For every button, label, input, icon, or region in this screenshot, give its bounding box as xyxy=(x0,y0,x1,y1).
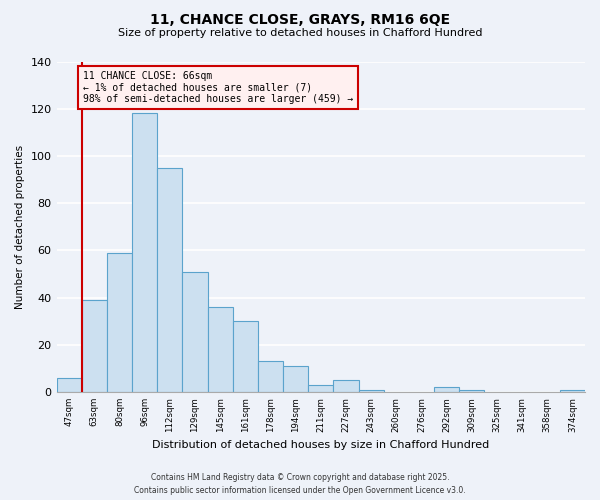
X-axis label: Distribution of detached houses by size in Chafford Hundred: Distribution of detached houses by size … xyxy=(152,440,490,450)
Bar xyxy=(560,390,585,392)
Bar xyxy=(434,387,459,392)
Bar xyxy=(459,390,484,392)
Text: Size of property relative to detached houses in Chafford Hundred: Size of property relative to detached ho… xyxy=(118,28,482,38)
Bar xyxy=(132,114,157,392)
Text: 11, CHANCE CLOSE, GRAYS, RM16 6QE: 11, CHANCE CLOSE, GRAYS, RM16 6QE xyxy=(150,12,450,26)
Text: Contains HM Land Registry data © Crown copyright and database right 2025.
Contai: Contains HM Land Registry data © Crown c… xyxy=(134,474,466,495)
Bar xyxy=(182,272,208,392)
Bar xyxy=(283,366,308,392)
Bar xyxy=(208,307,233,392)
Bar xyxy=(308,385,334,392)
Bar xyxy=(359,390,383,392)
Bar xyxy=(107,252,132,392)
Y-axis label: Number of detached properties: Number of detached properties xyxy=(15,144,25,309)
Bar xyxy=(334,380,359,392)
Text: 11 CHANCE CLOSE: 66sqm
← 1% of detached houses are smaller (7)
98% of semi-detac: 11 CHANCE CLOSE: 66sqm ← 1% of detached … xyxy=(83,71,353,104)
Bar xyxy=(157,168,182,392)
Bar xyxy=(82,300,107,392)
Bar xyxy=(56,378,82,392)
Bar xyxy=(233,321,258,392)
Bar xyxy=(258,361,283,392)
